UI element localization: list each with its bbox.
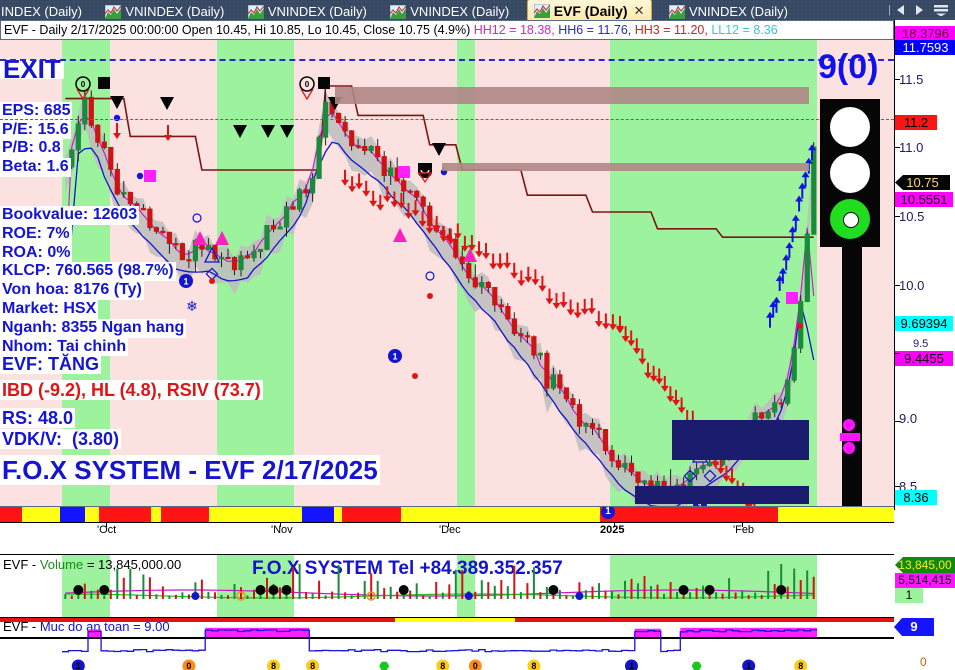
svg-text:8: 8 — [310, 661, 315, 670]
svg-text:0: 0 — [186, 661, 191, 670]
svg-text:8: 8 — [440, 661, 445, 670]
svg-text:0: 0 — [473, 661, 478, 670]
svg-text:1: 1 — [629, 661, 634, 670]
svg-text:8: 8 — [798, 661, 803, 670]
svg-text:8: 8 — [271, 661, 276, 670]
svg-text:1: 1 — [746, 661, 751, 670]
svg-text:1: 1 — [76, 661, 81, 670]
svg-text:8: 8 — [531, 661, 536, 670]
